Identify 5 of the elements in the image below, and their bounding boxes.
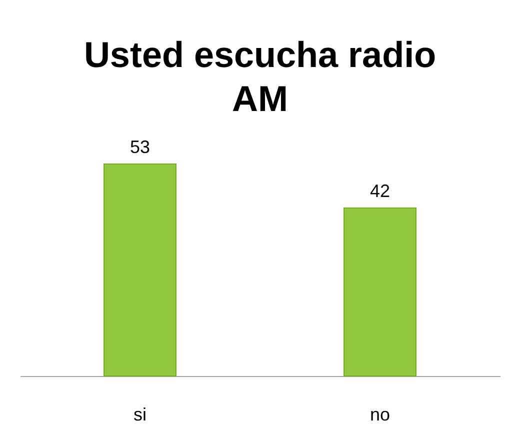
data-label: 42	[370, 181, 390, 201]
x-tick-label: no	[370, 404, 390, 424]
chart-title: Usted escucha radio AM	[84, 34, 436, 119]
data-label: 53	[130, 137, 150, 157]
x-tick-label: si	[134, 404, 146, 424]
